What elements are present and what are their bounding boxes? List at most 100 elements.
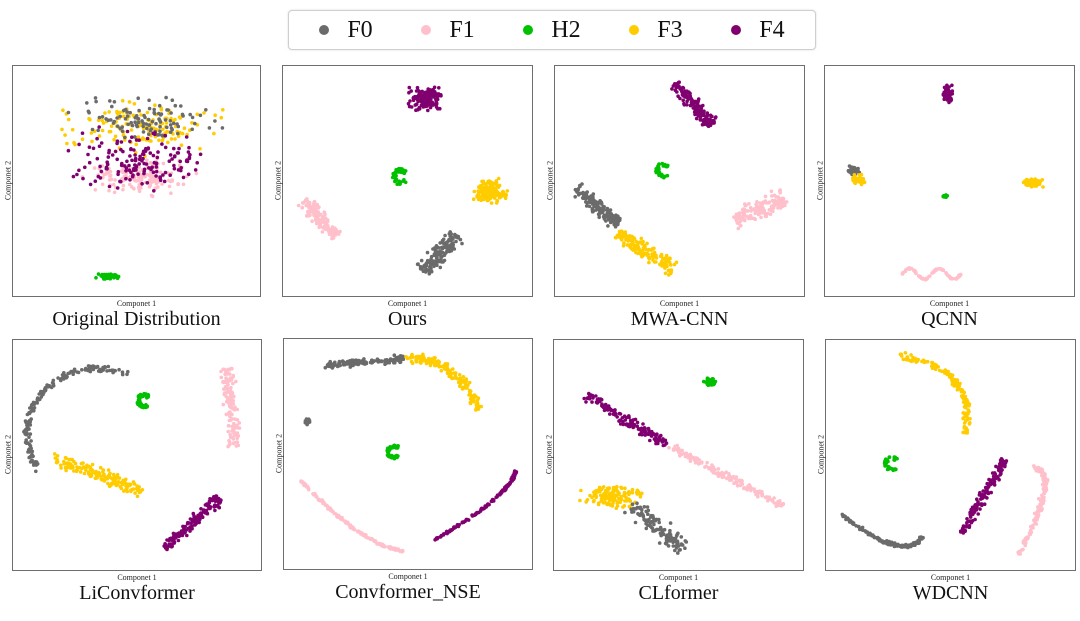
data-point (683, 539, 688, 543)
data-point (694, 104, 698, 109)
data-point (188, 529, 192, 533)
data-point (649, 525, 654, 530)
data-point (203, 511, 208, 515)
data-point (142, 113, 146, 118)
data-point (133, 163, 137, 167)
data-point (85, 101, 89, 105)
data-point (186, 172, 191, 177)
data-point (207, 499, 212, 504)
data-point (707, 466, 711, 471)
data-point (118, 114, 122, 119)
data-point (579, 488, 583, 493)
data-point (66, 148, 71, 153)
data-point (416, 89, 420, 93)
data-point (221, 402, 226, 407)
data-point (770, 499, 775, 503)
data-point (178, 531, 182, 536)
data-point (707, 381, 711, 385)
data-point (168, 173, 172, 177)
data-point (358, 530, 362, 535)
x-axis-label: Componet 1 (387, 299, 428, 308)
data-point (230, 394, 234, 398)
data-point (23, 419, 28, 423)
data-point (611, 487, 616, 492)
data-point (125, 489, 130, 494)
data-point (140, 159, 144, 163)
data-point (150, 176, 155, 180)
data-point (181, 175, 186, 180)
data-point (615, 501, 619, 505)
data-point (152, 189, 156, 193)
data-point (645, 253, 650, 257)
data-point (437, 86, 441, 90)
data-point (311, 492, 315, 496)
data-point (512, 472, 516, 477)
data-point (694, 459, 698, 464)
data-point (847, 169, 851, 174)
data-point (228, 414, 232, 419)
data-point (120, 98, 125, 103)
data-point (687, 90, 691, 94)
data-point (486, 179, 490, 184)
data-point (81, 461, 85, 465)
data-point (442, 258, 447, 263)
data-point (444, 529, 449, 534)
data-point (597, 485, 602, 490)
data-point (937, 368, 942, 373)
data-point (1041, 477, 1046, 482)
data-point (234, 444, 239, 448)
data-point (969, 507, 973, 512)
data-point (1033, 177, 1037, 181)
data-point (738, 223, 742, 228)
data-point (742, 217, 747, 221)
data-point (426, 87, 430, 91)
data-point (190, 121, 194, 125)
data-point (148, 151, 153, 155)
data-point (646, 508, 651, 513)
data-point (71, 372, 75, 376)
cluster-f3 (404, 352, 483, 412)
data-point (179, 143, 184, 147)
data-point (699, 108, 703, 112)
data-point (1018, 549, 1023, 553)
data-point (75, 172, 79, 177)
data-point (987, 477, 991, 482)
cluster-h2 (941, 193, 950, 199)
data-point (686, 97, 691, 101)
data-point (113, 149, 118, 154)
data-point (734, 475, 739, 479)
data-point (613, 498, 617, 502)
cluster-f3 (1021, 177, 1045, 189)
data-point (127, 100, 132, 104)
data-point (377, 358, 381, 363)
data-point (601, 208, 606, 212)
data-point (421, 269, 426, 273)
data-point (596, 205, 601, 209)
data-point (161, 127, 165, 132)
data-point (456, 380, 461, 385)
data-point (958, 273, 963, 278)
data-point (461, 375, 466, 379)
data-point (434, 101, 439, 105)
data-point (631, 236, 635, 240)
data-point (661, 262, 665, 266)
data-point (231, 373, 235, 378)
data-point (630, 239, 634, 244)
data-point (701, 103, 705, 108)
data-point (193, 168, 198, 172)
data-point (106, 364, 111, 369)
data-point (889, 542, 893, 546)
data-point (59, 466, 63, 470)
data-point (124, 169, 128, 173)
data-point (462, 386, 466, 390)
data-point (296, 203, 301, 208)
data-point (486, 196, 491, 201)
data-point (415, 262, 420, 267)
data-point (603, 488, 608, 493)
data-point (608, 407, 612, 412)
data-point (998, 458, 1003, 463)
data-point (88, 473, 93, 477)
data-point (903, 357, 908, 361)
data-point (637, 427, 642, 431)
data-point (402, 171, 406, 175)
